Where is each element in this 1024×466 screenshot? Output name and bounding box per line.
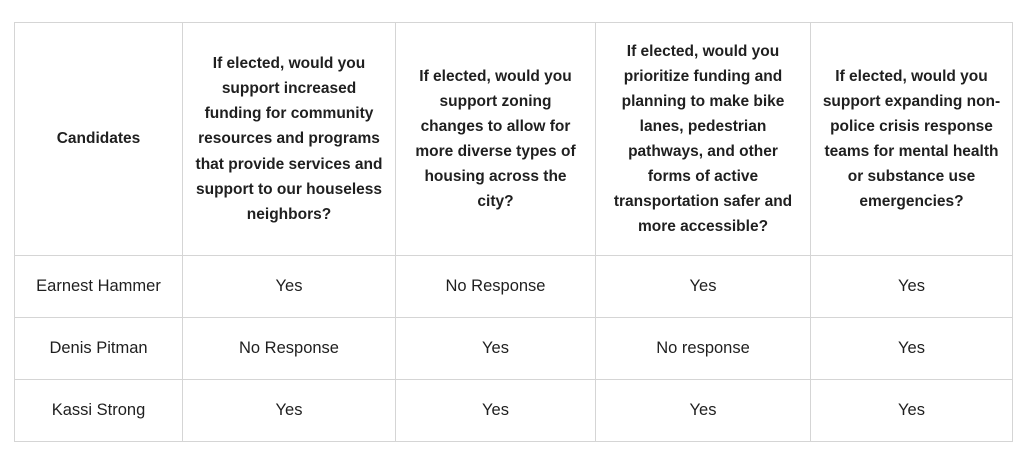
header-row: Candidates If elected, would you support… (14, 22, 1013, 256)
table-row-earnest-hammer: Earnest Hammer Yes No Response Yes Yes (14, 255, 1013, 318)
answer-cell: Yes (595, 255, 811, 318)
answer-cell: Yes (595, 379, 811, 442)
table-row-denis-pitman: Denis Pitman No Response Yes No response… (14, 317, 1013, 380)
candidate-name: Denis Pitman (14, 317, 183, 380)
answer-cell: Yes (395, 317, 596, 380)
answer-cell: Yes (810, 317, 1013, 380)
candidate-name: Earnest Hammer (14, 255, 183, 318)
answer-cell: Yes (182, 255, 396, 318)
candidates-table: Candidates If elected, would you support… (14, 22, 1013, 442)
answer-cell: No response (595, 317, 811, 380)
candidate-name: Kassi Strong (14, 379, 183, 442)
answer-cell: No Response (182, 317, 396, 380)
answer-cell: Yes (182, 379, 396, 442)
column-header-candidates: Candidates (14, 22, 183, 256)
column-header-active-transportation: If elected, would you prioritize funding… (595, 22, 811, 256)
answer-cell: No Response (395, 255, 596, 318)
answer-cell: Yes (810, 255, 1013, 318)
column-header-houseless-funding: If elected, would you support increased … (182, 22, 396, 256)
table-row-kassi-strong: Kassi Strong Yes Yes Yes Yes (14, 379, 1013, 442)
column-header-crisis-response: If elected, would you support expanding … (810, 22, 1013, 256)
answer-cell: Yes (810, 379, 1013, 442)
column-header-zoning-changes: If elected, would you support zoning cha… (395, 22, 596, 256)
answer-cell: Yes (395, 379, 596, 442)
